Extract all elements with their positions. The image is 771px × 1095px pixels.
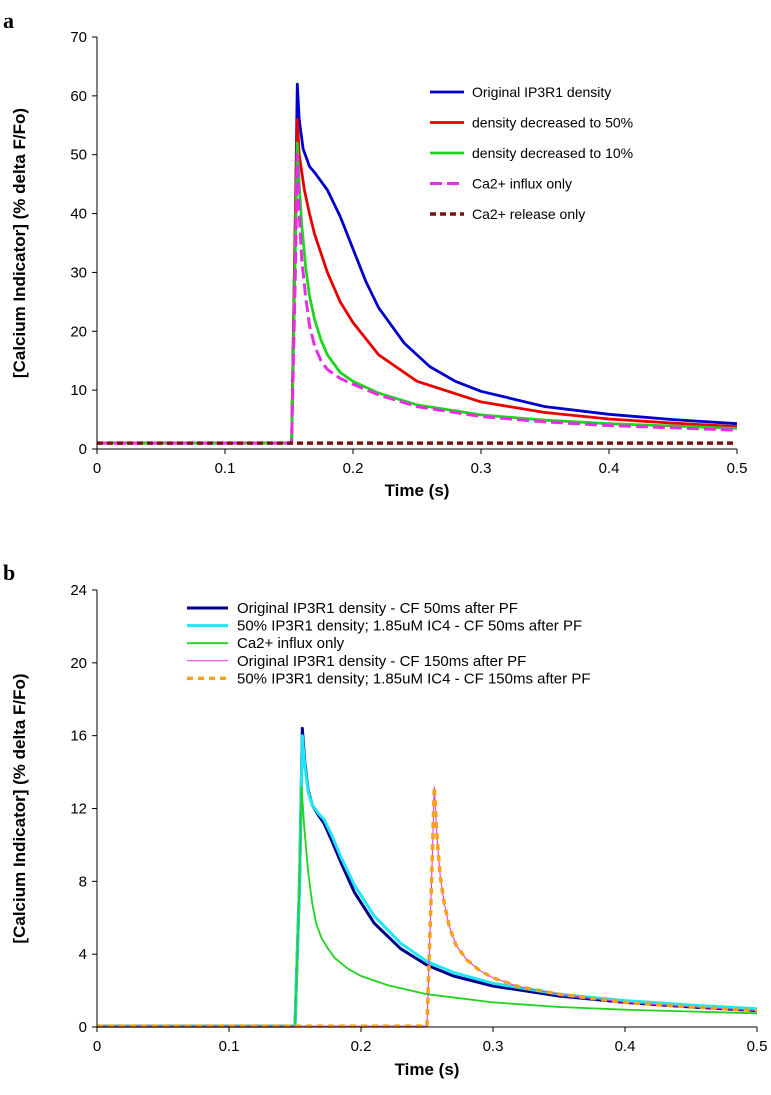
panel-a-series-line-2 xyxy=(97,118,738,445)
legend-entry-2: density decreased to 50% xyxy=(472,115,633,131)
panel-a-chart: 0 10 20 30 40 50 60 70 0 0.1 0.2 0.3 0.4 0.5 Time (s) [… xyxy=(10,29,747,500)
legend-entry-5: Ca2+ release only xyxy=(472,206,585,222)
legend-entry-4: Ca2+ influx only xyxy=(472,176,572,192)
panel-b-y-tick-label: 16 xyxy=(70,728,87,745)
panel-b-series-line-3 xyxy=(97,785,758,1027)
panel-a-x-tick-label: 0.5 xyxy=(727,460,748,477)
panel-b-series-line-5 xyxy=(97,784,758,1028)
panel-a-y-tick-label: 60 xyxy=(70,88,87,105)
panel-a-x-tick-label: 0 xyxy=(93,460,101,477)
panel-b-y-tick-label: 12 xyxy=(70,801,87,818)
legend-entry-3: Ca2+ influx only xyxy=(237,635,345,652)
panel-a-y-tick-label: 40 xyxy=(70,206,87,223)
panel-b-x-tick-label: 0.2 xyxy=(351,1038,372,1055)
panel-a-y-tick-label: 10 xyxy=(70,382,87,399)
panel-b-legend: Original IP3R1 density - CF 50ms after P… xyxy=(187,600,590,687)
panel-a-x-tick-label: 0.1 xyxy=(215,460,236,477)
panel-a-x-axis-title: Time (s) xyxy=(385,481,450,500)
panel-a-x-tick-label: 0.3 xyxy=(471,460,492,477)
panel-b-x-tick-label: 0.4 xyxy=(615,1038,636,1055)
panel-b-x-tick-label: 0.5 xyxy=(747,1038,768,1055)
panel-b-x-tick-label: 0.3 xyxy=(483,1038,504,1055)
panel-b-x-tick-label: 0.1 xyxy=(219,1038,240,1055)
legend-entry-1: Original IP3R1 density xyxy=(472,84,611,100)
panel-a-y-tick-label: 0 xyxy=(79,441,87,458)
panel-a-legend: Original IP3R1 density density decreased … xyxy=(430,84,633,222)
panel-a-y-tick-label: 30 xyxy=(70,264,87,281)
panel-b-x-axis-title: Time (s) xyxy=(395,1060,460,1079)
panel-b-y-axis-title: [Calcium Indicator] (% delta F/Fo) xyxy=(10,673,29,943)
panel-b-y-tick-label: 0 xyxy=(79,1019,87,1036)
legend-entry-5: 50% IP3R1 density; 1.85uM IC4 - CF 150ms… xyxy=(237,670,590,687)
legend-entry-3: density decreased to 10% xyxy=(472,145,633,161)
panel-a-y-tick-label: 70 xyxy=(70,29,87,46)
panel-a-x-tick-label: 0.2 xyxy=(343,460,364,477)
panel-a-x-tick-label: 0.4 xyxy=(599,460,620,477)
panel-a-series-line-4 xyxy=(97,153,738,445)
legend-entry-2: 50% IP3R1 density; 1.85uM IC4 - CF 50ms … xyxy=(237,618,582,635)
panel-b-y-tick-label: 8 xyxy=(79,873,87,890)
panel-b-chart: 0 4 8 12 16 20 24 0 0.1 0.2 0.3 0.4 0.5 Time (s) [Calc… xyxy=(10,582,767,1079)
panel-b-y-tick-label: 20 xyxy=(70,655,87,672)
legend-entry-4: Original IP3R1 density - CF 150ms after … xyxy=(237,653,526,670)
panel-b-x-tick-label: 0 xyxy=(93,1038,101,1055)
legend-entry-1: Original IP3R1 density - CF 50ms after P… xyxy=(237,600,518,617)
panel-a-y-tick-label: 20 xyxy=(70,323,87,340)
panel-b-y-tick-label: 4 xyxy=(79,946,87,963)
panel-a-letter: a xyxy=(3,8,14,33)
panel-a-series-line-1 xyxy=(97,82,738,445)
panel-a-y-tick-label: 50 xyxy=(70,147,87,164)
panel-a-series-line-3 xyxy=(97,141,738,445)
panel-b-letter: b xyxy=(3,560,15,585)
panel-b-series-line-2 xyxy=(97,734,758,1028)
panel-b-y-tick-label: 24 xyxy=(70,582,87,599)
panel-a-y-axis-title: [Calcium Indicator] (% delta F/Fo) xyxy=(10,108,29,378)
